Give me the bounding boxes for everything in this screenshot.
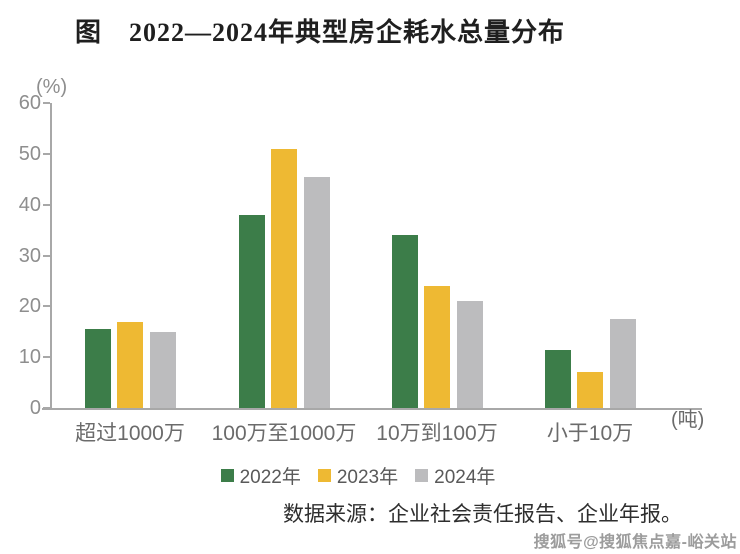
y-tick-label: 30 [18, 244, 41, 267]
legend-item-2023年: 2023年 [317, 462, 399, 489]
bar-2022年-10万到100万 [391, 235, 418, 408]
bar-2024年-10万到100万 [456, 301, 483, 408]
bar-2024年-超过1000万 [149, 332, 176, 408]
legend-label: 2024年 [434, 467, 496, 488]
x-axis-unit-label: (吨) [671, 409, 705, 431]
bar-2022年-100万至1000万 [238, 215, 265, 408]
legend-item-2022年: 2022年 [220, 462, 301, 489]
y-tick-mark [43, 407, 50, 409]
bar-2023年-超过1000万 [117, 322, 143, 408]
x-axis-line [42, 408, 702, 410]
y-tick-mark [43, 102, 50, 104]
legend-swatch-icon [220, 469, 234, 482]
legend-swatch-icon [317, 469, 331, 482]
legend-item-2024年: 2024年 [415, 462, 495, 489]
x-category-label: 10万到100万 [376, 422, 498, 445]
y-axis-line [50, 103, 52, 410]
y-tick-label: 10 [18, 346, 41, 369]
y-tick-mark [43, 254, 50, 257]
y-tick-label: 60 [18, 92, 41, 114]
bar-2023年-100万至1000万 [271, 149, 297, 408]
chart-title: 图 2022—2024年典型房企耗水总量分布 [74, 18, 565, 47]
data-source-note: 数据来源：企业社会责任报告、企业年报。 [283, 503, 682, 526]
y-tick-label: 40 [18, 193, 41, 216]
y-axis-unit-label: (%) [36, 76, 68, 98]
y-tick-label: 20 [18, 295, 41, 318]
bar-2022年-小于10万 [544, 350, 571, 408]
legend-label: 2022年 [239, 467, 301, 488]
x-category-label: 100万至1000万 [211, 422, 357, 445]
legend-label: 2023年 [336, 467, 399, 488]
bar-2023年-小于10万 [577, 372, 603, 408]
y-tick-label: 0 [29, 397, 41, 419]
y-tick-label: 50 [18, 142, 41, 165]
bar-2024年-小于10万 [609, 319, 636, 408]
y-tick-mark [43, 152, 50, 155]
x-category-label: 小于10万 [546, 422, 634, 445]
bar-2023年-10万到100万 [424, 286, 450, 408]
bar-2024年-100万至1000万 [303, 177, 330, 408]
sohu-watermark: 搜狐号@搜狐焦点嘉-峪关站 [533, 534, 737, 551]
bar-2022年-超过1000万 [84, 329, 111, 408]
x-category-label: 超过1000万 [75, 422, 185, 445]
y-tick-mark [43, 356, 50, 359]
y-tick-mark [43, 203, 50, 206]
legend-swatch-icon [415, 469, 429, 482]
y-tick-mark [43, 305, 50, 308]
legend: 2022年 2023年 2024年 [0, 462, 716, 489]
